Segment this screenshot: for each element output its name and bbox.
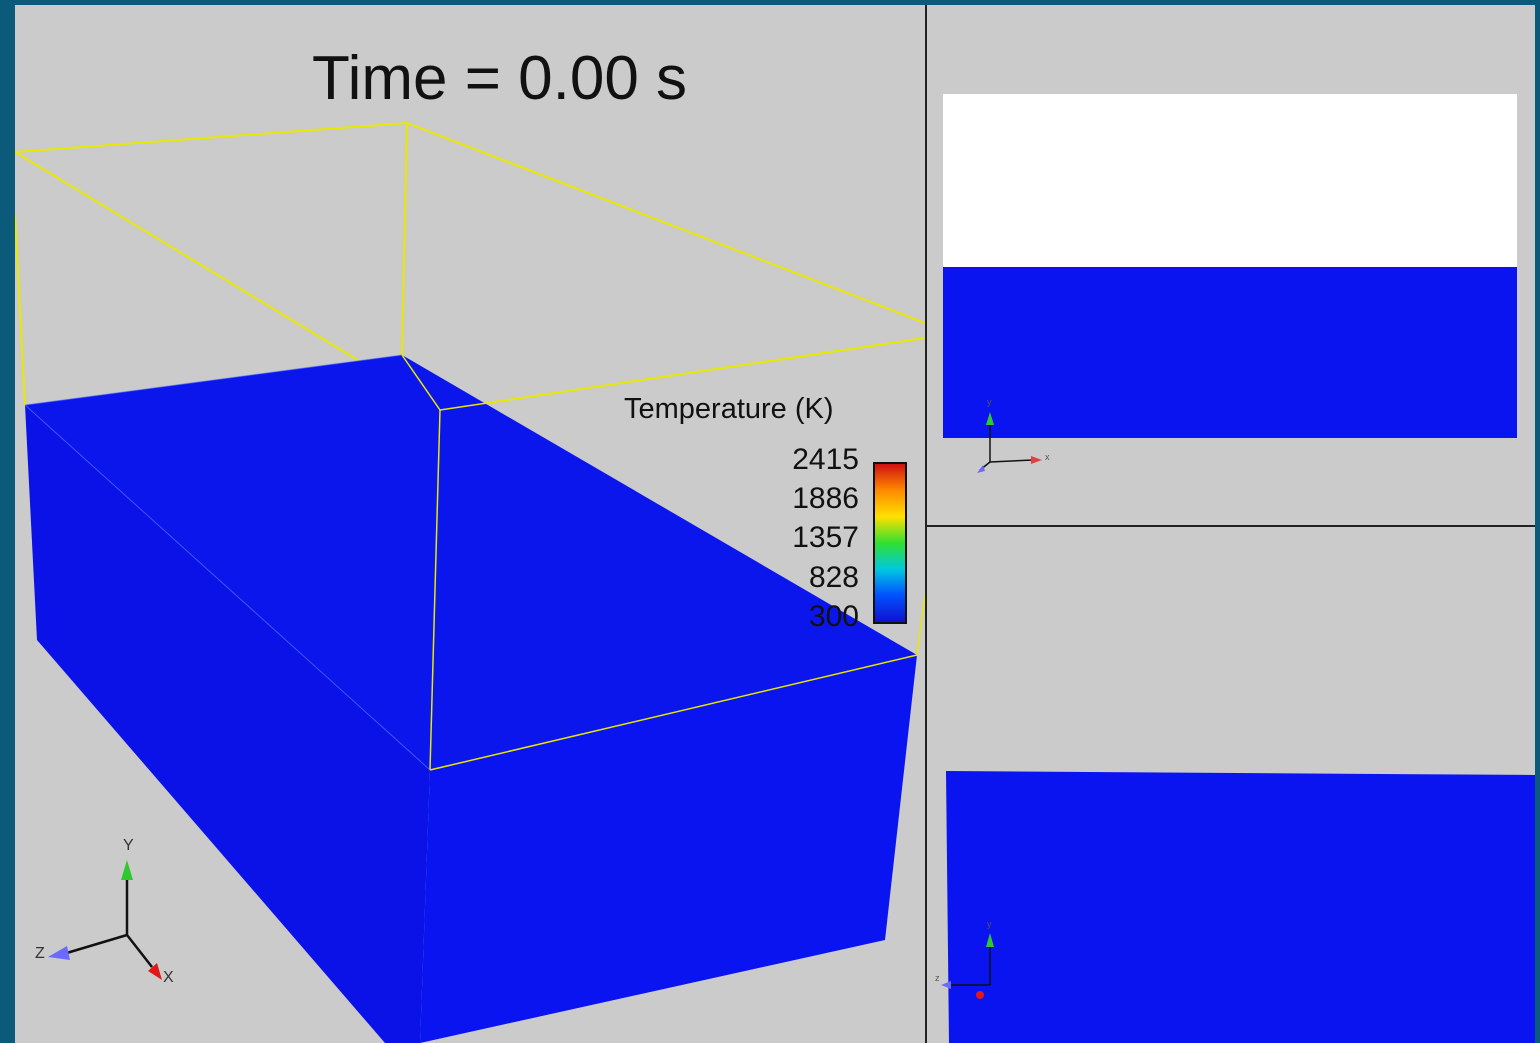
legend-title: Temperature (K) (624, 393, 834, 425)
zy-triad-y-label: y (987, 919, 992, 929)
bounding-box-front (401, 337, 925, 771)
time-label: Time = 0.00 s (312, 44, 688, 113)
legend-tick-label: 1886 (792, 482, 859, 515)
xy-upper-region (943, 94, 1517, 267)
block-top-face (25, 355, 917, 770)
xy-triad-y-label: y (987, 397, 992, 407)
xy-triad-x-label: x (1045, 452, 1050, 462)
block-front-face (420, 655, 917, 1043)
zy-axis-triad (941, 933, 994, 999)
zy-section-scene (941, 771, 1535, 1043)
xy-axis-triad (977, 412, 1042, 473)
main-scene (15, 122, 925, 1043)
main-3d-viewport[interactable]: Time = 0.00 s Temperature (K) 2415 1886 … (15, 5, 925, 1043)
zy-triad-z-label: z (935, 973, 940, 983)
viewport-divider-horizontal[interactable] (927, 525, 1535, 527)
legend-tick-label: 1357 (792, 521, 859, 554)
legend-tick-label: 300 (808, 600, 859, 633)
axis-triad (48, 860, 162, 980)
block-mesh (25, 355, 917, 1043)
triad-x-label: X (163, 969, 174, 986)
zy-section-viewport[interactable]: y z (927, 527, 1535, 1043)
legend-colorbar (873, 462, 907, 624)
block-left-face (25, 405, 430, 1043)
mesh-edges (24, 354, 431, 771)
xy-section-viewport[interactable]: y x (927, 5, 1535, 525)
zy-region (946, 771, 1535, 1043)
triad-y-label: Y (123, 837, 134, 854)
triad-z-label: Z (35, 945, 45, 962)
legend-tick-label: 828 (808, 561, 859, 594)
xy-section-scene (943, 94, 1517, 473)
viewport-divider-vertical[interactable] (925, 5, 927, 1043)
legend-tick-label: 2415 (792, 443, 859, 476)
bounding-box-outline (15, 122, 925, 411)
xy-lower-region (943, 267, 1517, 438)
